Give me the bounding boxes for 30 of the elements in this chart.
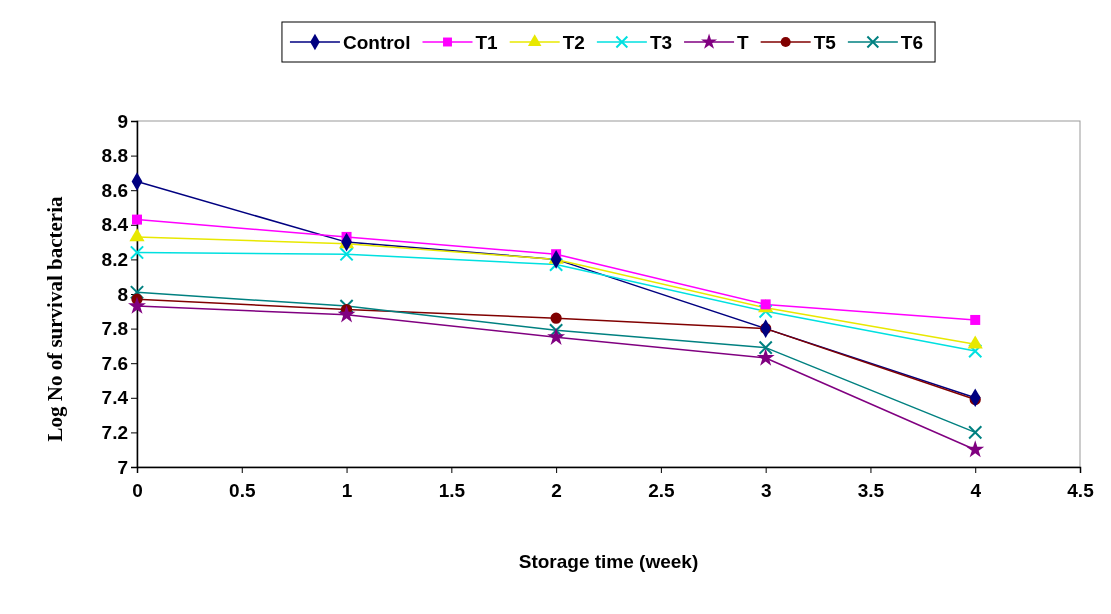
legend-label: T1 xyxy=(475,32,499,53)
legend-label: T6 xyxy=(900,32,924,53)
x-tick-label: 2.5 xyxy=(648,479,676,501)
x-tick-label: 4.5 xyxy=(1067,479,1095,501)
y-tick-label: 7.6 xyxy=(101,352,128,374)
legend-label: T5 xyxy=(813,32,837,53)
y-tick-label: 9 xyxy=(117,110,128,132)
y-axis-title: Log No of survival bacteria xyxy=(43,196,67,442)
x-tick-label: 3.5 xyxy=(857,479,885,501)
y-tick-label: 8 xyxy=(117,283,128,305)
x-tick-label: 0 xyxy=(132,479,143,501)
legend-label: T2 xyxy=(562,32,585,53)
x-tick-label: 4 xyxy=(970,479,982,501)
x-tick-label: 1.5 xyxy=(438,479,466,501)
x-tick-label: 3 xyxy=(760,479,772,501)
legend-label: T xyxy=(737,32,750,53)
x-tick-label: 1 xyxy=(341,479,353,501)
y-tick-label: 7.8 xyxy=(101,318,128,340)
legend-label: Control xyxy=(342,32,411,53)
legend-label: T3 xyxy=(649,32,673,53)
y-tick-label: 8.8 xyxy=(101,145,128,167)
x-axis-title: Storage time (week) xyxy=(518,551,699,572)
y-tick-label: 8.4 xyxy=(101,214,129,236)
x-tick-label: 0.5 xyxy=(229,479,256,501)
y-tick-label: 7.2 xyxy=(101,421,128,443)
x-tick-label: 2 xyxy=(551,479,562,501)
y-tick-label: 7.4 xyxy=(101,387,129,409)
y-tick-label: 8.6 xyxy=(101,179,128,201)
y-tick-label: 7 xyxy=(117,456,128,478)
y-tick-label: 8.2 xyxy=(101,248,128,270)
